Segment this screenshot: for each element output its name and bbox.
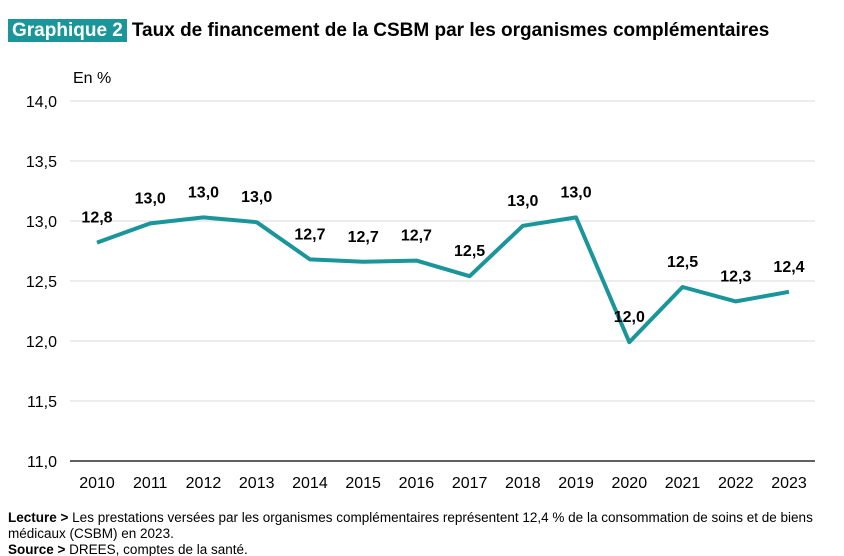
x-tick-label: 2018 [505, 475, 541, 492]
y-tick-label: 11,0 [27, 454, 57, 471]
lecture-label: Lecture > [8, 510, 69, 525]
data-label: 12,7 [294, 226, 325, 243]
y-tick-label: 13,0 [26, 214, 57, 231]
y-tick-label: 12,0 [26, 334, 57, 351]
source-text: DREES, comptes de la santé. [69, 542, 248, 556]
data-line [96, 215, 790, 345]
figure-badge: Graphique 2 [8, 19, 127, 42]
x-tick-label: 2012 [186, 475, 222, 492]
x-tick-label: 2014 [292, 475, 328, 492]
data-label: 13,0 [507, 193, 538, 210]
y-tick-label: 14,0 [26, 94, 57, 111]
data-label: 12,7 [401, 228, 432, 245]
x-tick-label: 2022 [718, 475, 754, 492]
data-label: 13,0 [188, 184, 219, 201]
data-label: 12,3 [720, 268, 751, 285]
x-tick-label: 2016 [399, 475, 435, 492]
data-label: 13,0 [561, 184, 592, 201]
data-label: 12,0 [614, 309, 645, 326]
x-tick-label: 2013 [239, 475, 275, 492]
x-tick-label: 2015 [345, 475, 381, 492]
x-tick-label: 2019 [558, 475, 594, 492]
x-tick-label: 2020 [612, 475, 648, 492]
data-label: 13,0 [135, 190, 166, 207]
y-tick-label: 13,5 [26, 154, 57, 171]
x-tick-label: 2010 [79, 475, 115, 492]
data-label: 12,7 [348, 229, 379, 246]
y-axis-unit: En % [73, 70, 112, 87]
y-tick-label: 12,5 [26, 274, 57, 291]
data-label: 12,5 [454, 243, 485, 260]
lecture-text: Les prestations versées par les organism… [8, 510, 813, 541]
chart-notes: Lecture > Les prestations versées par le… [8, 510, 844, 556]
data-label: 12,8 [81, 210, 112, 227]
x-tick-label: 2023 [771, 475, 807, 492]
chart-title: Graphique 2 Taux de financement de la CSB… [8, 19, 770, 42]
x-tick-label: 2011 [133, 475, 168, 492]
data-label: 12,4 [773, 259, 804, 276]
title-text: Taux de financement de la CSBM par les o… [131, 20, 770, 41]
data-label: 12,5 [667, 254, 698, 271]
source-label: Source > [8, 542, 66, 556]
x-tick-label: 2021 [665, 475, 701, 492]
data-label: 13,0 [241, 189, 272, 206]
y-tick-label: 11,5 [27, 394, 57, 411]
x-tick-label: 2017 [452, 475, 488, 492]
